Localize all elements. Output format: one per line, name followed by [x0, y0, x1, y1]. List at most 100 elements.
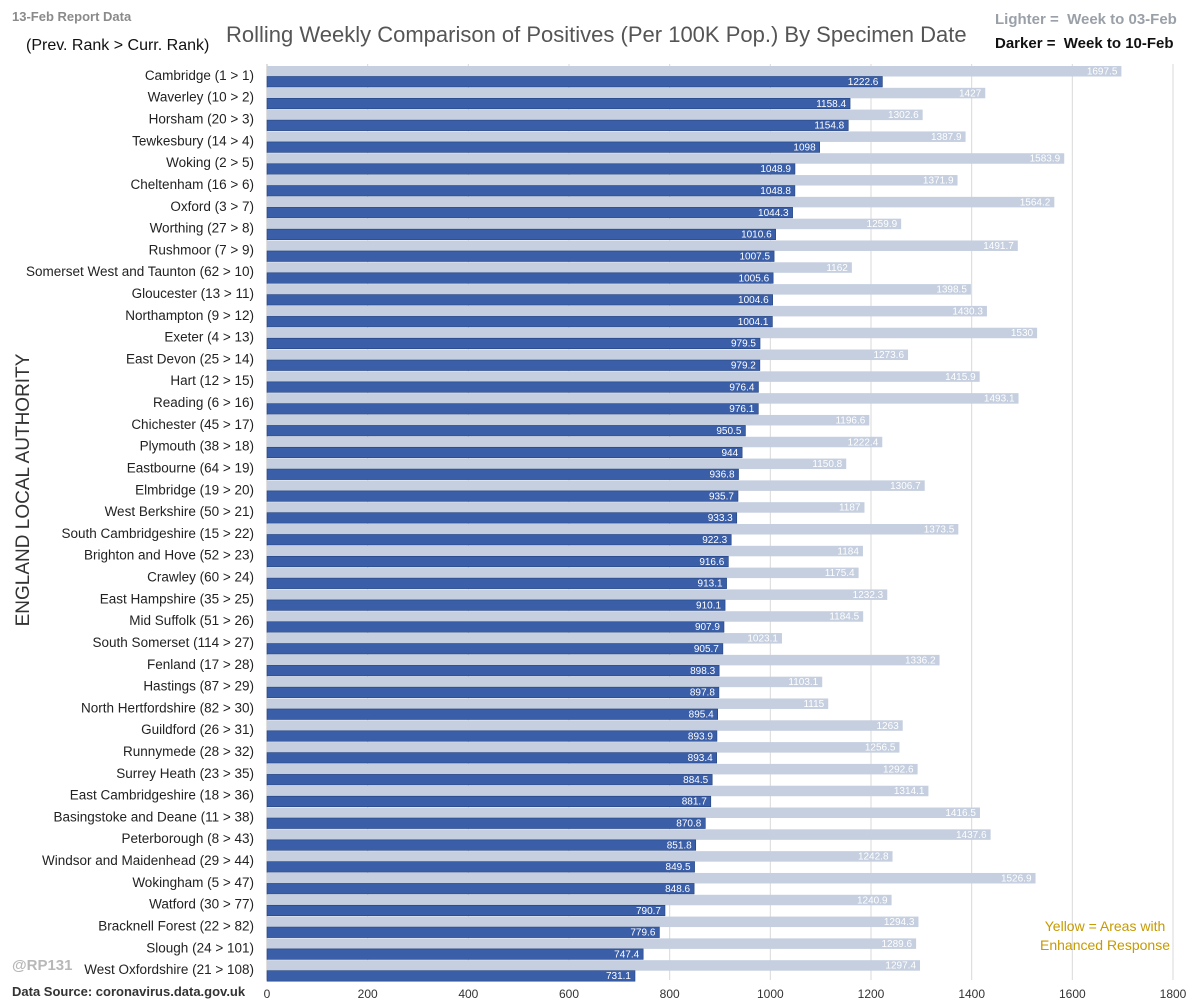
bar-week-to-10-feb — [266, 207, 793, 219]
bar-week-to-10-feb — [266, 512, 738, 524]
data-label-week-to-03-feb: 1222.4 — [848, 437, 879, 448]
bar-week-to-03-feb — [267, 480, 925, 491]
data-label-week-to-10-feb: 916.6 — [699, 557, 724, 568]
data-label-week-to-03-feb: 1187 — [839, 503, 861, 514]
data-label-week-to-10-feb: 893.9 — [688, 731, 713, 742]
x-tick-label: 0 — [264, 987, 271, 1001]
category-labels: Cambridge (1 > 1) Waverley (10 > 2) Horsha… — [26, 68, 254, 977]
bar-week-to-10-feb — [266, 446, 743, 459]
category-label: West Oxfordshire (21 > 108) — [84, 962, 254, 977]
data-label-week-to-03-feb: 1697.5 — [1087, 67, 1118, 78]
bar-week-to-10-feb — [266, 795, 712, 808]
category-label: Tewkesbury (14 > 4) — [132, 133, 254, 148]
bar-week-to-03-feb — [267, 371, 980, 382]
bar-week-to-03-feb — [267, 720, 903, 731]
bar-week-to-03-feb — [267, 545, 863, 557]
category-label: Peterborough (8 > 43) — [122, 831, 254, 846]
bar-week-to-10-feb — [266, 381, 759, 393]
data-label-week-to-03-feb: 1530 — [1011, 328, 1034, 339]
category-label: Exeter (4 > 13) — [164, 330, 254, 345]
bar-week-to-03-feb — [267, 196, 1055, 208]
data-label-week-to-03-feb: 1430.3 — [952, 306, 983, 317]
data-label-week-to-10-feb: 731.1 — [606, 971, 631, 982]
data-label-week-to-03-feb: 1416.5 — [945, 808, 976, 819]
data-label-week-to-10-feb: 884.5 — [683, 775, 708, 786]
category-label: Elmbridge (19 > 20) — [135, 482, 254, 497]
category-label: Woking (2 > 5) — [166, 155, 254, 170]
x-tick-label: 1200 — [858, 987, 885, 1001]
data-label-week-to-10-feb: 870.8 — [676, 819, 701, 830]
data-label-week-to-10-feb: 935.7 — [709, 491, 734, 502]
data-label-week-to-03-feb: 1398.5 — [936, 285, 967, 296]
category-label: Waverley (10 > 2) — [148, 90, 254, 105]
category-label: Hart (12 > 15) — [170, 373, 254, 388]
category-label: Wokingham (5 > 47) — [132, 875, 254, 890]
category-label: Gloucester (13 > 11) — [132, 286, 254, 301]
bar-week-to-10-feb — [266, 817, 706, 829]
bar-week-to-10-feb — [266, 686, 720, 698]
bar-week-to-03-feb — [267, 938, 917, 949]
category-label: South Somerset (114 > 27) — [93, 635, 254, 650]
bar-week-to-03-feb — [267, 349, 909, 361]
data-label-week-to-10-feb: 1048.8 — [760, 186, 791, 197]
category-label: East Hampshire (35 > 25) — [100, 591, 254, 606]
bar-week-to-10-feb — [266, 337, 761, 350]
bar-week-to-03-feb — [267, 66, 1122, 77]
x-tick-label: 800 — [660, 987, 680, 1001]
data-label-week-to-10-feb: 898.3 — [690, 666, 715, 677]
x-tick-label: 1400 — [958, 987, 985, 1001]
bar-week-to-03-feb — [267, 763, 918, 775]
data-label-week-to-03-feb: 1242.8 — [858, 852, 889, 863]
data-label-week-to-03-feb: 1437.6 — [956, 830, 987, 841]
bar-week-to-03-feb — [267, 87, 986, 99]
data-label-week-to-03-feb: 1297.4 — [885, 961, 916, 972]
category-label: Surrey Heath (23 > 35) — [116, 766, 254, 781]
data-label-week-to-03-feb: 1184.5 — [829, 612, 859, 623]
category-label: Plymouth (38 > 18) — [140, 439, 254, 454]
data-label-week-to-10-feb: 1048.9 — [760, 164, 791, 175]
data-label-week-to-03-feb: 1240.9 — [857, 895, 888, 906]
bar-week-to-03-feb — [267, 676, 823, 688]
category-label: Guildford (26 > 31) — [141, 722, 254, 737]
bar-week-to-10-feb — [266, 665, 720, 677]
bar-week-to-10-feb — [266, 185, 796, 197]
data-label-week-to-10-feb: 979.5 — [731, 339, 756, 350]
data-label-week-to-03-feb: 1150.8 — [812, 459, 842, 470]
bar-week-to-10-feb — [266, 76, 883, 88]
bar-week-to-10-feb — [266, 904, 666, 917]
data-label-week-to-10-feb: 913.1 — [698, 579, 723, 590]
bar-week-to-03-feb — [267, 218, 902, 230]
data-label-week-to-03-feb: 1415.9 — [945, 372, 976, 383]
category-label: Runnymede (28 > 32) — [123, 744, 254, 759]
bar-week-to-03-feb — [267, 502, 865, 513]
bar-week-to-03-feb — [267, 785, 929, 797]
bar-week-to-10-feb — [266, 359, 761, 371]
data-label-week-to-10-feb: 849.5 — [666, 862, 691, 873]
bar-week-to-10-feb — [266, 228, 776, 240]
bar-week-to-10-feb — [266, 556, 729, 568]
category-label: Watford (30 > 77) — [149, 897, 254, 912]
data-label-week-to-03-feb: 1387.9 — [931, 132, 962, 143]
category-label: Horsham (20 > 3) — [149, 112, 254, 127]
data-label-week-to-10-feb: 979.2 — [731, 361, 756, 372]
category-label: Chichester (45 > 17) — [131, 417, 254, 432]
category-label: Northampton (9 > 12) — [125, 308, 254, 323]
category-label: Reading (6 > 16) — [153, 395, 254, 410]
bar-week-to-03-feb — [267, 589, 888, 600]
data-label-week-to-03-feb: 1491.7 — [983, 241, 1014, 252]
data-label-week-to-10-feb: 848.6 — [665, 884, 690, 895]
data-label-week-to-03-feb: 1184 — [837, 546, 859, 557]
data-label-week-to-10-feb: 1044.3 — [758, 208, 789, 219]
data-label-week-to-10-feb: 1098 — [793, 142, 816, 153]
data-label-week-to-10-feb: 790.7 — [636, 906, 661, 917]
data-label-week-to-10-feb: 1154.8 — [814, 121, 844, 132]
bar-week-to-10-feb — [266, 316, 773, 328]
bar-week-to-10-feb — [266, 643, 724, 655]
data-label-week-to-10-feb: 1222.6 — [848, 77, 879, 88]
data-label-week-to-03-feb: 1273.6 — [873, 350, 904, 361]
category-label: Slough (24 > 101) — [146, 940, 254, 955]
data-label-week-to-03-feb: 1162 — [826, 263, 848, 274]
data-label-week-to-03-feb: 1583.9 — [1030, 154, 1061, 165]
bar-week-to-03-feb — [267, 807, 980, 819]
